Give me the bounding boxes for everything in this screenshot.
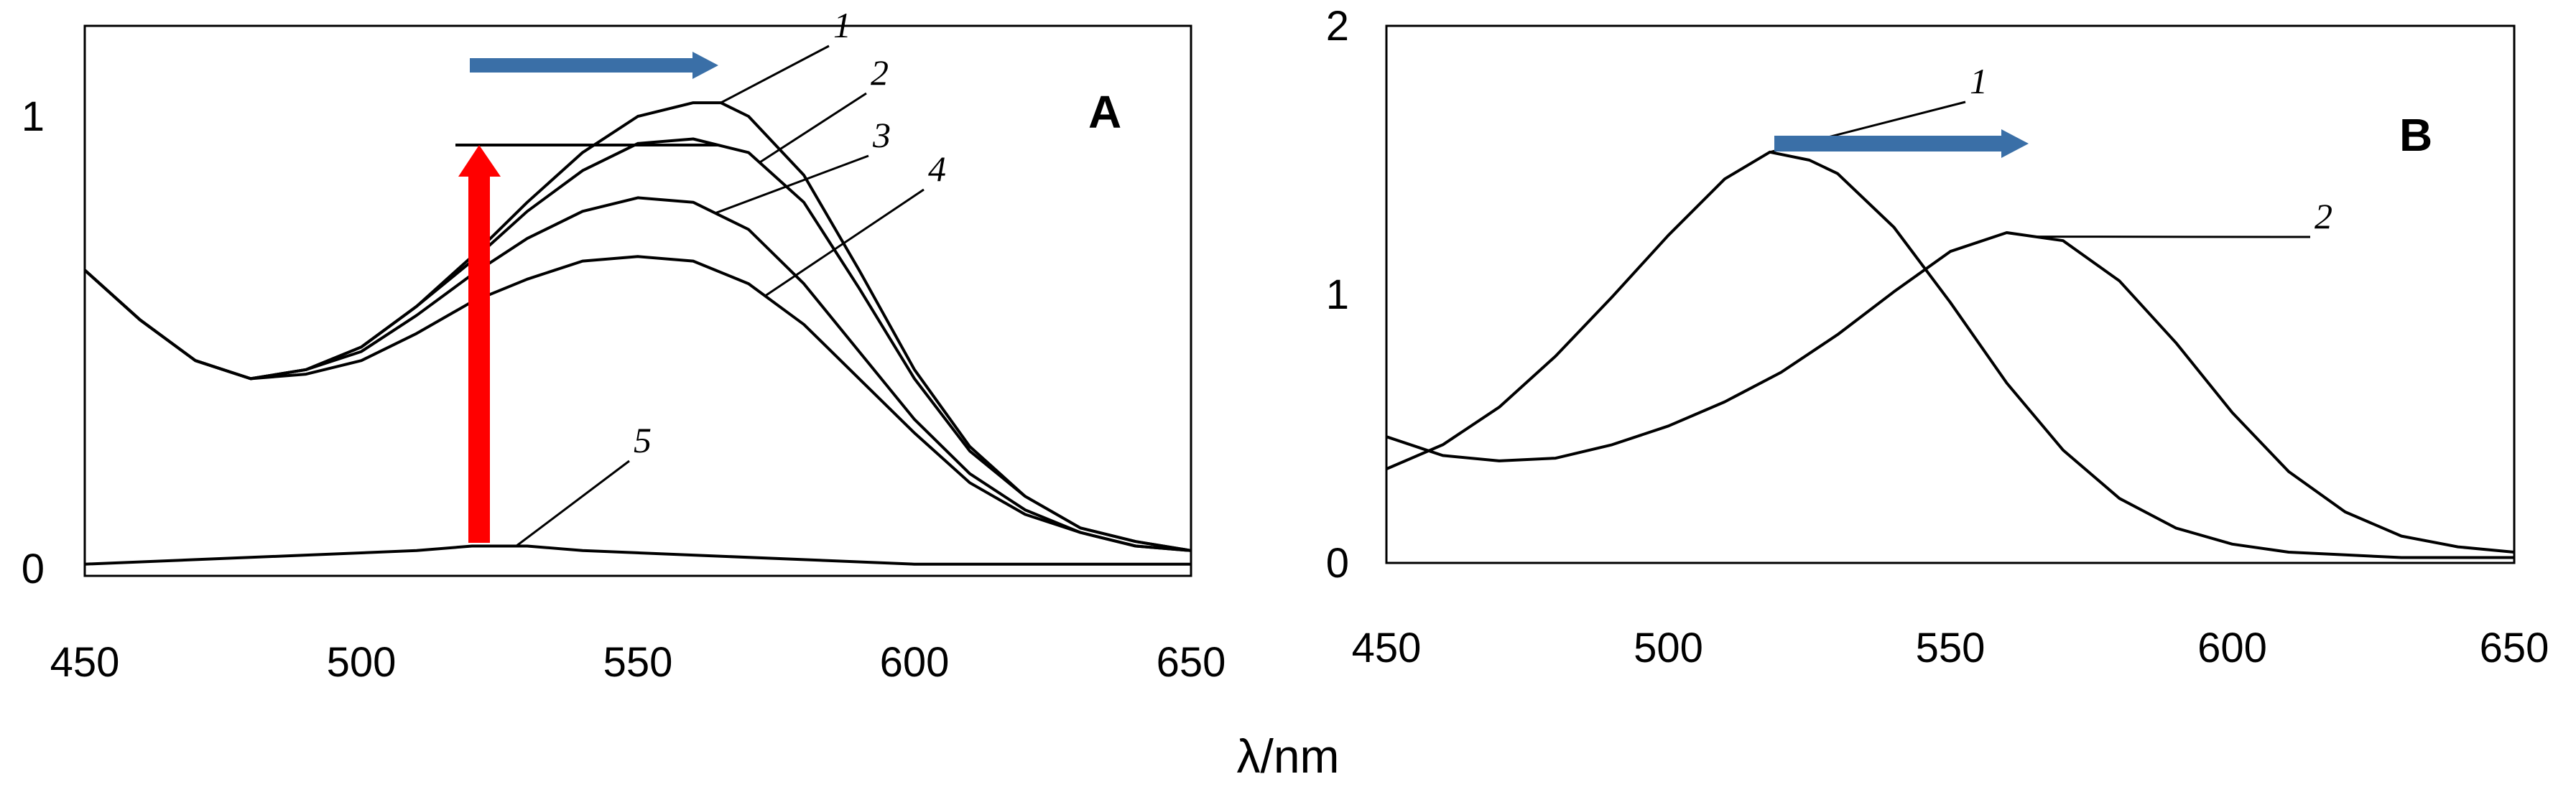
panel-b-letter: B bbox=[2399, 109, 2432, 161]
panel-b-blue-arrow-head bbox=[2001, 129, 2029, 158]
panel-a-curve-2-label: 2 bbox=[871, 52, 889, 93]
panel-b-x-tick-label: 450 bbox=[1352, 625, 1422, 671]
panel-b-y-tick-label: 2 bbox=[1326, 3, 1349, 50]
panel-a-x-tick-label: 450 bbox=[50, 639, 120, 686]
panel-b-x-tick-label: 500 bbox=[1634, 625, 1703, 671]
panel-b-blue-arrow-shaft bbox=[1774, 136, 2003, 152]
panel-a-curve-5-label: 5 bbox=[634, 420, 652, 460]
panel-a-curve-5-leader-line bbox=[515, 460, 630, 547]
panel-a-x-tick-label: 650 bbox=[1157, 639, 1226, 686]
panel-a-plot-frame bbox=[83, 24, 1192, 577]
panel-a-letter: A bbox=[1088, 86, 1121, 138]
panel-a-curve-2-leader-line bbox=[759, 92, 867, 164]
panel-b-x-tick-label: 550 bbox=[1916, 625, 1986, 671]
panel-a-curve-1-label: 1 bbox=[833, 5, 851, 45]
panel-b-x-tick-label: 650 bbox=[2480, 625, 2549, 671]
panel-b-blue-arrow bbox=[1774, 129, 2029, 158]
panel-b-series-2-line bbox=[1386, 231, 2515, 554]
panel-a-ticks: 450 500 550 600 650 0 1 bbox=[22, 93, 1226, 686]
panel-a-blue-arrow bbox=[470, 52, 718, 79]
panel-a-red-arrow-head bbox=[458, 145, 501, 177]
panel-b-plot-frame bbox=[1385, 24, 2516, 564]
panel-b-curve-2-label: 2 bbox=[2315, 196, 2332, 236]
panel-b-curve-1-label: 1 bbox=[1970, 61, 1988, 101]
panel-a-curve-4-leader-line bbox=[764, 188, 925, 297]
panel-a-x-tick-label: 600 bbox=[880, 639, 950, 686]
panel-b-y-tick-label: 1 bbox=[1326, 271, 1349, 318]
panel-b-y-tick-label: 0 bbox=[1326, 540, 1349, 587]
panel-a-curve-1-leader-line bbox=[720, 45, 830, 104]
panel-a-series-4-line bbox=[83, 255, 1192, 552]
panel-b-series-1-line bbox=[1386, 150, 2514, 559]
x-axis-label: λ/nm bbox=[1236, 730, 1339, 783]
panel-a-blue-arrow-shaft bbox=[470, 58, 694, 73]
panel-a-series-5-line bbox=[84, 544, 1191, 566]
panel-a-curve-4-label: 4 bbox=[928, 149, 946, 189]
panel-a-red-arrow bbox=[458, 145, 501, 543]
panel-a-curve-3-label: 3 bbox=[872, 115, 891, 155]
panel-a-x-tick-label: 550 bbox=[603, 639, 673, 686]
panel-a-curves: 12 34 5 bbox=[83, 5, 1192, 566]
panel-a-y-tick-label: 1 bbox=[22, 93, 45, 140]
panel-b-curves: 12 bbox=[1386, 61, 2515, 559]
panel-a-blue-arrow-head bbox=[692, 52, 718, 79]
panel-b-x-tick-label: 600 bbox=[2197, 625, 2267, 671]
panel-a-curve-3-leader-line bbox=[715, 154, 869, 215]
panel-a-y-tick-label: 0 bbox=[22, 546, 45, 592]
panel-a-series-3-line bbox=[83, 196, 1192, 552]
panel-a-red-arrow-shaft bbox=[468, 171, 490, 543]
panel-a-x-tick-label: 500 bbox=[327, 639, 397, 686]
